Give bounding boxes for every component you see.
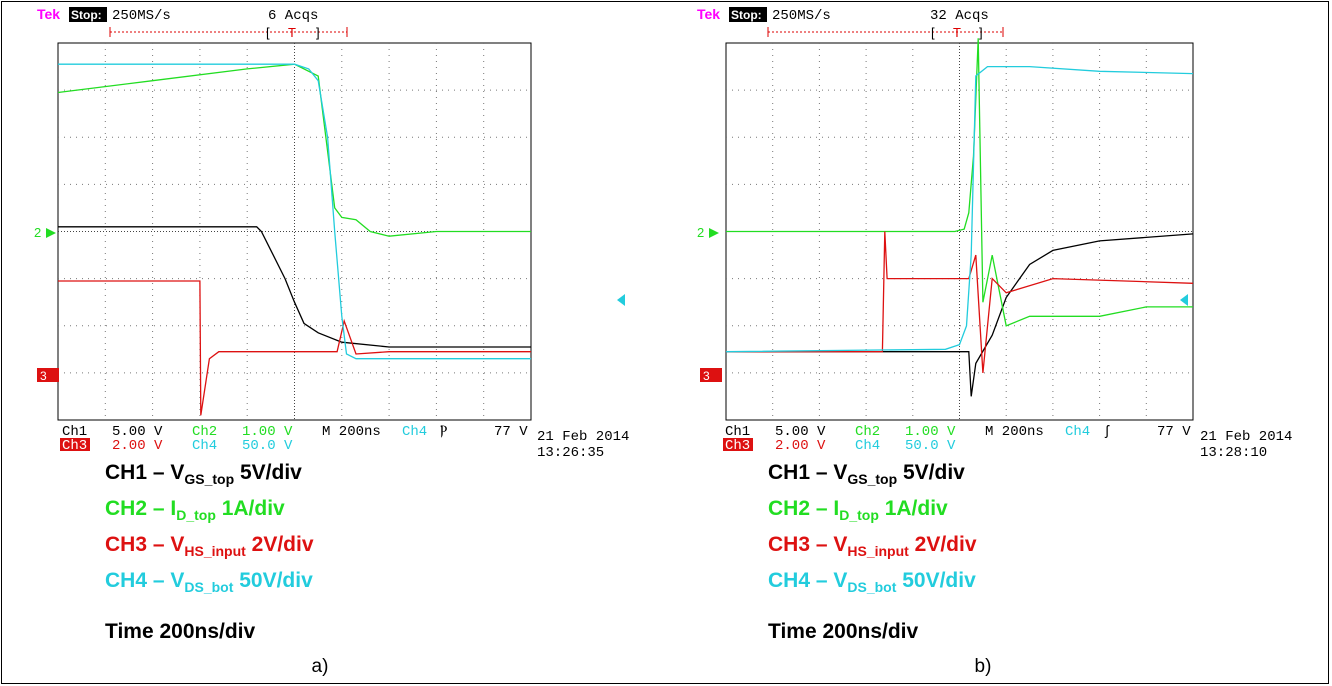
svg-text:3: 3 (703, 369, 710, 383)
channel-legend: CH1 – VGS_top 5V/div CH2 – ID_top 1A/div… (768, 458, 977, 602)
svg-text:]: ] (316, 25, 320, 40)
oscilloscope-display: Tek Stop: 250MS/s 32 Acqs [ ] T 2 3 (697, 6, 1292, 461)
graticule (57, 42, 532, 421)
panel-a: Tek Stop: 250MS/s 6 Acqs [ ] T 2 3 (0, 0, 640, 686)
ch4-label: Ch4 (855, 438, 880, 454)
legend-ch3: CH3 – VHS_input 2V/div (105, 533, 314, 559)
timebase-readout: M 200ns (985, 424, 1044, 440)
ch2-label: Ch2 (192, 424, 217, 440)
channel-legend: CH1 – VGS_top 5V/div CH2 – ID_top 1A/div… (105, 458, 314, 602)
scope-footer: Ch1 5.00 V Ch2 1.00 V Ch3 2.00 V Ch4 50.… (60, 424, 629, 461)
trigger-source: Ch4 (1065, 424, 1090, 440)
ch4-scale: 50.0 V (242, 438, 293, 454)
acq-count: 32 Acqs (930, 8, 989, 24)
ch1-scale: 5.00 V (112, 424, 163, 440)
trigger-marker: T (288, 25, 296, 40)
trigger-slope-icon: ʃ (1103, 424, 1111, 440)
time-readout: 13:26:35 (537, 445, 604, 461)
trace-ch1 (58, 226, 531, 348)
svg-text:[: [ (266, 25, 270, 40)
panel-caption: b) (974, 656, 992, 677)
legend-ch4: CH4 – VDS_bot 50V/div (105, 569, 313, 595)
ch4-scale: 50.0 V (905, 438, 956, 454)
brand-label: Tek (37, 6, 60, 22)
time-readout: 13:28:10 (1200, 445, 1267, 461)
ch3-scale: 2.00 V (775, 438, 826, 454)
ch3-ch1-marker (37, 368, 59, 382)
ch4-label: Ch4 (192, 438, 217, 454)
svg-text:[: [ (931, 25, 935, 40)
trigger-position-bar: [ ] T (767, 25, 1004, 40)
channel-markers: 2 3 (697, 225, 1188, 383)
traces (57, 63, 531, 416)
trigger-position-bar: [ ] T (109, 25, 348, 40)
state-label: Stop: (71, 8, 102, 22)
legend-ch2: CH2 – ID_top 1A/div (768, 497, 948, 523)
trigger-slope-icon: Ⲣ (440, 424, 447, 440)
scope-footer: Ch1 5.00 V Ch2 1.00 V Ch3 2.00 V Ch4 50.… (723, 424, 1292, 461)
trace-ch3 (726, 231, 1194, 373)
ch1-scale: 5.00 V (775, 424, 826, 440)
ch2-scale: 1.00 V (905, 424, 956, 440)
legend-ch3: CH3 – VHS_input 2V/div (768, 533, 977, 559)
date-readout: 21 Feb 2014 (1200, 429, 1292, 445)
scope-screen: Tek Stop: 250MS/s 32 Acqs [ ] T 2 3 (663, 0, 1303, 470)
traces (725, 38, 1194, 397)
state-label: Stop: (731, 8, 762, 22)
time-scale-label: Time 200ns/div (768, 620, 919, 643)
trigger-marker: T (953, 25, 961, 40)
trace-ch2 (726, 38, 1193, 327)
ch1-label: Ch1 (725, 424, 750, 440)
trace-ch2 (57, 63, 531, 237)
oscilloscope-display: Tek Stop: 250MS/s 6 Acqs [ ] T 2 3 (34, 6, 629, 461)
scope-screen: Tek Stop: 250MS/s 6 Acqs [ ] T 2 3 (0, 0, 640, 470)
sample-rate: 250MS/s (112, 8, 171, 24)
ch3-scale: 2.00 V (112, 438, 163, 454)
timebase-readout: M 200ns (322, 424, 381, 440)
ch3-label: Ch3 (62, 438, 87, 454)
state-badge (729, 7, 767, 22)
ch1-label: Ch1 (62, 424, 87, 440)
trigger-level: 77 V (1157, 424, 1191, 440)
ch3-ch1-marker (700, 368, 722, 382)
ch4-marker (1180, 294, 1188, 306)
channel-markers: 2 3 (34, 225, 625, 383)
sample-rate: 250MS/s (772, 8, 831, 24)
ch3-label: Ch3 (725, 438, 750, 454)
legend-ch1: CH1 – VGS_top 5V/div (105, 461, 302, 487)
state-badge (69, 7, 107, 22)
ch2-marker: 2 (34, 225, 41, 240)
svg-text:]: ] (979, 25, 983, 40)
panel-b: Tek Stop: 250MS/s 32 Acqs [ ] T 2 3 (663, 0, 1303, 686)
ch2-scale: 1.00 V (242, 424, 293, 440)
ch2-marker: 2 (697, 225, 704, 240)
trigger-source: Ch4 (402, 424, 427, 440)
trigger-level: 77 V (494, 424, 528, 440)
trace-ch4 (58, 63, 531, 360)
legend-ch4: CH4 – VDS_bot 50V/div (768, 569, 976, 595)
trace-ch1 (726, 233, 1194, 397)
acq-count: 6 Acqs (268, 8, 318, 24)
brand-label: Tek (697, 6, 720, 22)
trace-ch4 (725, 65, 1194, 353)
date-readout: 21 Feb 2014 (537, 429, 629, 445)
time-scale-label: Time 200ns/div (105, 620, 256, 643)
trace-ch3 (58, 280, 531, 416)
legend-ch1: CH1 – VGS_top 5V/div (768, 461, 965, 487)
svg-text:3: 3 (40, 369, 47, 383)
legend-ch2: CH2 – ID_top 1A/div (105, 497, 285, 523)
ch4-marker (617, 294, 625, 306)
ch2-label: Ch2 (855, 424, 880, 440)
panel-caption: a) (311, 656, 329, 677)
